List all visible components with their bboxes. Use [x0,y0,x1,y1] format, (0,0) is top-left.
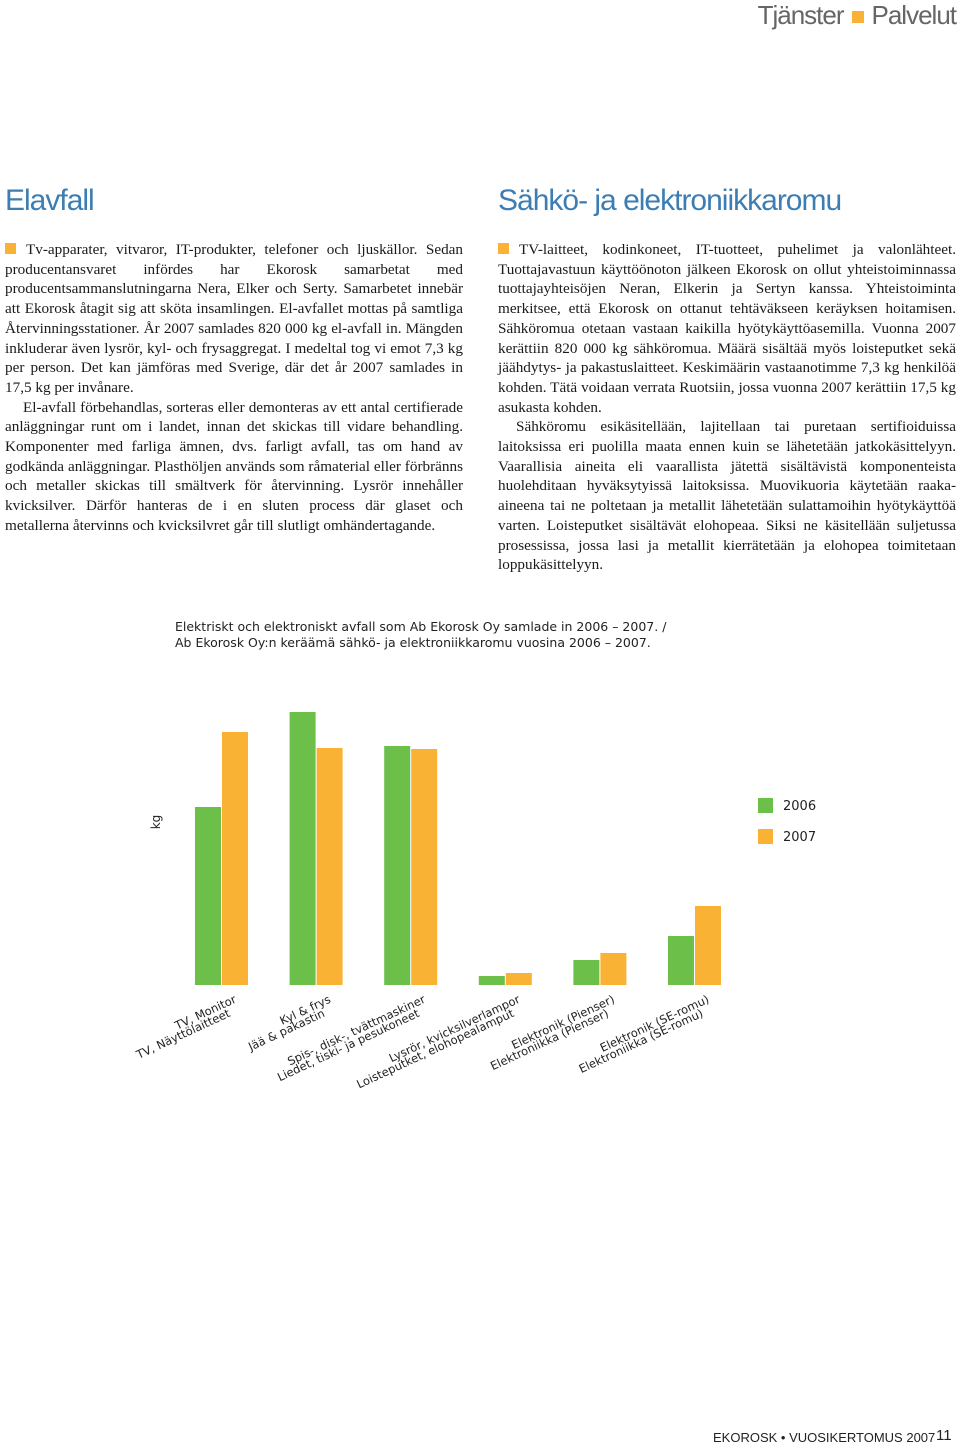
legend-swatch [758,829,773,844]
page-number: 11 [936,1427,952,1444]
header-right: Palvelut [871,0,957,30]
chart: Elektriskt och elektroniskt avfall som A… [133,619,816,1091]
text: TV-laitteet, kodinkoneet, IT-tuotteet, p… [498,241,956,416]
bar [600,953,627,985]
header-left: Tjänster [757,0,845,30]
bar [289,712,316,985]
bar [411,749,438,985]
column: Sähkö- ja elektroniikkaromu TV-laitteet,… [498,184,956,575]
bar [573,960,600,985]
bar [695,906,721,985]
paragraph: Tv-apparater, vitvaror, IT-produkter, te… [5,240,463,398]
legend-label: 2007 [783,830,816,845]
bar [195,807,221,985]
bar [384,746,411,985]
heading: Sähkö- ja elektroniikkaromu [498,184,842,217]
bullet [498,243,509,254]
bar [505,973,532,985]
chart-subtitle: Ab Ekorosk Oy:n keräämä sähkö- ja elektr… [175,635,651,650]
paragraph: TV-laitteet, kodinkoneet, IT-tuotteet, p… [498,240,956,417]
bar [478,976,505,985]
header: Tjänster Palvelut [757,0,957,31]
bullet [851,11,864,24]
heading: Elavfall [5,184,95,217]
bar [316,748,343,985]
bullet [5,243,16,254]
chart-title: Elektriskt och elektroniskt avfall som A… [175,619,667,634]
column: Elavfall Tv-apparater, vitvaror, IT-prod… [5,184,463,536]
legend-swatch [758,798,773,813]
paragraph: El-avfall förbehandlas, sorteras eller d… [5,398,463,534]
bar [668,936,694,985]
footer: EKOROSK • VUOSIKERTOMUS 2007 [713,1430,936,1445]
y-axis-label: kg [149,815,163,830]
legend-label: 2006 [783,799,816,814]
text: Tv-apparater, vitvaror, IT-produkter, te… [5,241,463,396]
paragraph: Sähköromu esikäsitellään, lajitellaan ta… [498,418,956,574]
bar [222,732,248,985]
